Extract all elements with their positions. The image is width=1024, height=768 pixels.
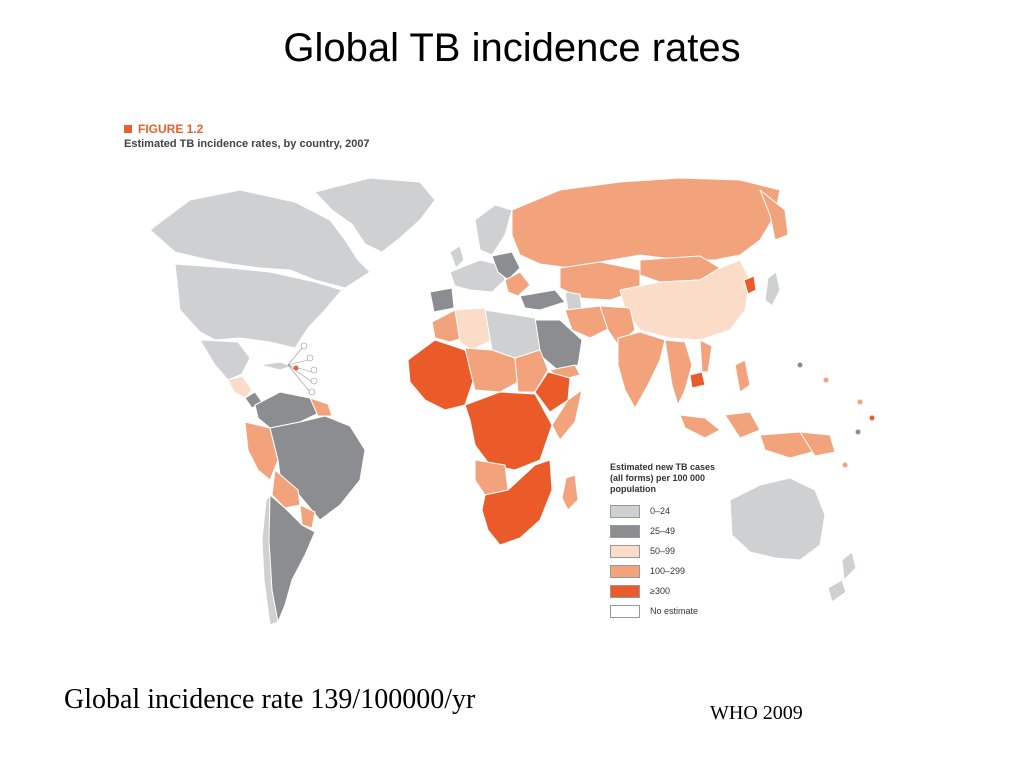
legend-label: 100–299: [650, 566, 686, 576]
region-indonesia-2: [724, 411, 761, 439]
region-sahel-mid: [464, 347, 519, 393]
region-iran: [564, 305, 611, 339]
legend-item-3: 100–299: [610, 561, 730, 581]
region-bolivia: [271, 469, 301, 509]
region-australia: [729, 477, 826, 561]
legend-item-2: 50–99: [610, 541, 730, 561]
region-sudan: [514, 349, 549, 393]
legend-item-4: ≥300: [610, 581, 730, 601]
legend: Estimated new TB cases (all forms) per 1…: [610, 462, 730, 621]
region-central-africa: [464, 391, 553, 471]
region-caspian: [564, 291, 583, 311]
world-map: [149, 177, 876, 626]
region-russia: [511, 177, 781, 269]
source-citation: WHO 2009: [710, 702, 803, 724]
legend-label: 0–24: [650, 506, 671, 516]
region-canada: [149, 189, 371, 289]
legend-label: ≥300: [650, 586, 670, 596]
legend-swatch: [610, 504, 640, 518]
legend-swatch: [610, 564, 640, 578]
region-madagascar: [561, 474, 579, 511]
legend-item-1: 25–49: [610, 521, 730, 541]
region-pacific-island: [822, 376, 830, 384]
slide-title: Global TB incidence rates: [283, 26, 741, 70]
region-new-zealand-south: [827, 579, 847, 603]
island-callouts: [287, 342, 318, 396]
region-west-africa: [407, 339, 476, 411]
region-scandinavia: [474, 204, 513, 256]
region-kamchatka: [759, 189, 789, 241]
figure-label: FIGURE 1.2: [124, 122, 203, 136]
region-western-europe: [449, 259, 506, 293]
region-cambodia: [689, 371, 706, 389]
region-chile-strip: [261, 495, 279, 626]
region-ethiopia: [534, 371, 571, 413]
region-central-america: [227, 375, 253, 399]
legend-swatch: [610, 524, 640, 538]
region-indonesia-1: [679, 414, 721, 439]
region-pacific-island: [854, 428, 862, 436]
region-vietnam: [699, 339, 713, 373]
region-mexico: [199, 339, 251, 381]
region-somalia: [551, 389, 583, 441]
region-turkey: [519, 289, 566, 311]
region-pacific-island: [856, 398, 864, 406]
region-usa: [174, 263, 343, 349]
legend-title: Estimated new TB cases (all forms) per 1…: [610, 462, 716, 494]
region-southern-africa: [481, 459, 553, 546]
figure-caption: Estimated TB incidence rates, by country…: [124, 138, 370, 150]
region-pacific-island: [868, 414, 876, 422]
region-caribbean: [259, 361, 293, 371]
region-korea-north: [743, 275, 757, 295]
legend-label: 25–49: [650, 526, 676, 536]
region-eastern-europe: [491, 251, 521, 281]
figure-label-text: FIGURE 1.2: [138, 122, 204, 136]
region-greenland: [314, 177, 436, 253]
region-angola: [474, 459, 509, 496]
legend-label: No estimate: [650, 606, 699, 616]
region-iberia: [429, 287, 455, 313]
legend-item-0: 0–24: [610, 501, 730, 521]
region-papua: [799, 431, 836, 457]
region-india: [617, 331, 666, 409]
region-venezuela-colombia: [254, 391, 326, 429]
figure-marker-icon: [124, 125, 132, 133]
legend-swatch: [610, 604, 640, 618]
region-pacific-island: [796, 361, 804, 369]
region-china: [619, 259, 751, 341]
legend-swatch: [610, 544, 640, 558]
legend-item-5: No estimate: [610, 601, 730, 621]
region-paraguay: [299, 504, 316, 529]
legend-label: 50–99: [650, 546, 676, 556]
global-incidence-note: Global incidence rate 139/100000/yr: [64, 684, 476, 715]
region-myanmar-thailand: [664, 339, 693, 406]
region-guiana: [309, 397, 333, 417]
region-new-zealand: [841, 551, 857, 581]
region-uk: [449, 245, 465, 269]
region-japan: [764, 271, 781, 307]
region-algeria: [454, 307, 493, 351]
region-balkans: [504, 271, 531, 297]
legend-swatch: [610, 584, 640, 598]
region-philippines: [734, 359, 751, 393]
region-pacific-island: [841, 461, 849, 469]
